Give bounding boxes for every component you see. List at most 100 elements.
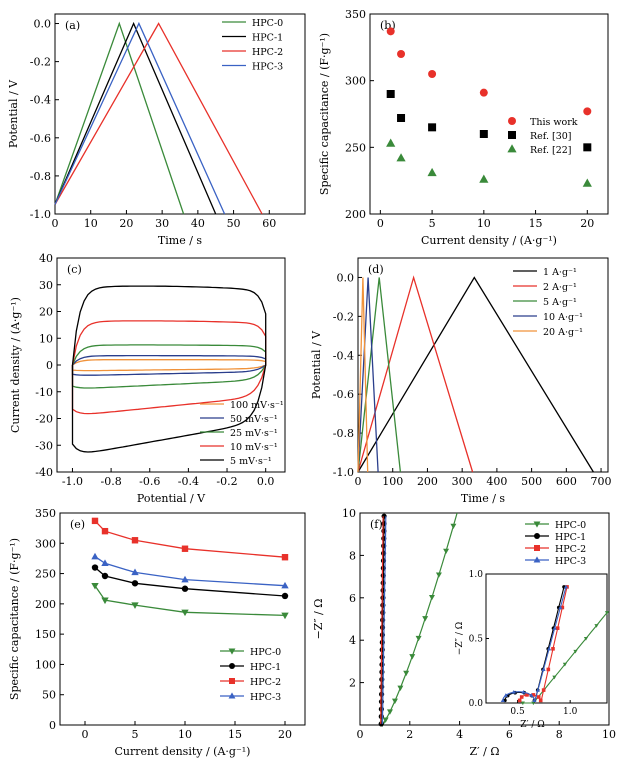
y-tick-label: -0.8 bbox=[333, 427, 354, 440]
data-point bbox=[428, 70, 437, 78]
x-tick-label: 4 bbox=[456, 728, 463, 741]
data-point bbox=[519, 695, 524, 699]
data-point bbox=[443, 548, 450, 555]
series-line-hpc-0 bbox=[94, 585, 286, 617]
inset-x-tick-label: 1.0 bbox=[563, 707, 578, 717]
legend-label: 10 mV·s⁻¹ bbox=[230, 442, 278, 453]
data-point bbox=[397, 685, 404, 691]
data-point bbox=[531, 693, 536, 697]
x-tick-label: 700 bbox=[591, 475, 612, 488]
legend-label: 1 A·g⁻¹ bbox=[543, 267, 577, 278]
data-point bbox=[386, 27, 395, 36]
y-axis-label: Specific capacitance / (F·g⁻¹) bbox=[8, 538, 21, 700]
legend-label: 5 mV·s⁻¹ bbox=[230, 456, 272, 467]
y-tick-label: 200 bbox=[345, 208, 366, 221]
data-point bbox=[525, 693, 529, 697]
data-point bbox=[573, 649, 578, 654]
data-point bbox=[131, 602, 139, 609]
data-point bbox=[281, 592, 289, 600]
data-point bbox=[520, 701, 525, 706]
y-tick-label: -0.4 bbox=[333, 349, 354, 362]
x-axis-label: Time / s bbox=[158, 234, 202, 247]
y-tick-label: 20 bbox=[39, 306, 53, 319]
y-tick-label: 0.0 bbox=[34, 18, 52, 31]
y-tick-label: -40 bbox=[35, 466, 53, 479]
data-point bbox=[560, 605, 565, 610]
data-point bbox=[534, 545, 540, 551]
data-point bbox=[533, 556, 541, 563]
y-tick-label: 200 bbox=[35, 598, 56, 611]
legend-label: HPC-0 bbox=[555, 520, 586, 531]
x-tick-label: 0 bbox=[82, 728, 89, 741]
data-point bbox=[181, 609, 189, 617]
y-axis-label: Potential / V bbox=[310, 330, 323, 399]
x-tick-label: -1.0 bbox=[62, 475, 83, 488]
data-point bbox=[582, 178, 592, 187]
data-point bbox=[131, 568, 139, 576]
y-tick-label: -0.6 bbox=[30, 132, 51, 145]
data-point bbox=[396, 153, 406, 162]
legend-label: 5 A·g⁻¹ bbox=[543, 297, 577, 308]
data-point bbox=[547, 646, 552, 651]
x-tick-label: 50 bbox=[227, 217, 241, 230]
panel-label: (d) bbox=[368, 263, 384, 276]
legend-label: HPC-0 bbox=[250, 647, 281, 658]
y-tick-label: 10 bbox=[342, 507, 356, 520]
x-tick-label: 10 bbox=[602, 728, 616, 741]
y-tick-label: -10 bbox=[35, 386, 53, 399]
data-point bbox=[91, 582, 99, 590]
x-tick-label: 0 bbox=[377, 217, 384, 230]
y-tick-label: 0.0 bbox=[337, 271, 355, 284]
x-axis-label: Time / s bbox=[461, 492, 505, 505]
y-tick-label: -0.2 bbox=[333, 310, 354, 323]
legend-label: 20 A·g⁻¹ bbox=[543, 327, 583, 338]
legend-label: HPC-1 bbox=[252, 33, 283, 44]
y-axis-label: −Z″ / Ω bbox=[312, 599, 325, 640]
y-tick-label: 300 bbox=[35, 537, 56, 550]
data-point bbox=[604, 611, 610, 615]
y-tick-label: 0 bbox=[46, 359, 53, 372]
plot-frame bbox=[59, 512, 306, 726]
data-point bbox=[541, 667, 546, 671]
data-point bbox=[507, 144, 517, 153]
data-point bbox=[91, 517, 99, 525]
panel-label: (c) bbox=[67, 263, 82, 276]
data-point bbox=[562, 662, 567, 667]
data-point bbox=[228, 648, 236, 655]
y-tick-label: 250 bbox=[35, 568, 56, 581]
data-point bbox=[435, 572, 442, 578]
x-tick-label: 6 bbox=[506, 728, 513, 741]
x-tick-label: 400 bbox=[486, 475, 507, 488]
y-axis-label: Current density / (A·g⁻¹) bbox=[9, 297, 22, 433]
x-tick-label: 5 bbox=[429, 217, 436, 230]
x-tick-label: 20 bbox=[580, 217, 594, 230]
x-axis-label: Potential / V bbox=[137, 492, 206, 505]
data-point bbox=[131, 537, 139, 544]
data-point bbox=[517, 698, 522, 703]
y-tick-label: 8 bbox=[349, 549, 356, 562]
y-tick-label: -0.8 bbox=[30, 170, 51, 183]
data-point bbox=[534, 533, 540, 539]
x-tick-label: 2 bbox=[406, 728, 413, 741]
data-point bbox=[101, 597, 109, 605]
series-line-hpc-3 bbox=[94, 556, 286, 587]
data-point bbox=[428, 594, 435, 601]
data-point bbox=[91, 564, 99, 571]
y-tick-label: 40 bbox=[39, 252, 53, 265]
data-point bbox=[583, 636, 589, 641]
data-point bbox=[403, 670, 410, 677]
legend-label: HPC-2 bbox=[252, 47, 283, 58]
series-line-1-a-g bbox=[357, 276, 594, 473]
x-axis-label: Z′ / Ω bbox=[470, 745, 500, 758]
panel-3: -1.0 -0.8 -0.6 -0.4 -0.2 0.0 -40 -30 -20 -10 0 10 20… bbox=[9, 252, 286, 505]
y-tick-label: 300 bbox=[345, 75, 366, 88]
nyquist-line-hpc-0 bbox=[381, 512, 458, 725]
data-point bbox=[536, 695, 541, 699]
data-point bbox=[533, 521, 541, 528]
legend-label: HPC-1 bbox=[555, 532, 586, 543]
data-point bbox=[531, 701, 536, 706]
y-tick-label: 6 bbox=[349, 592, 356, 605]
x-tick-label: -0.6 bbox=[139, 475, 160, 488]
